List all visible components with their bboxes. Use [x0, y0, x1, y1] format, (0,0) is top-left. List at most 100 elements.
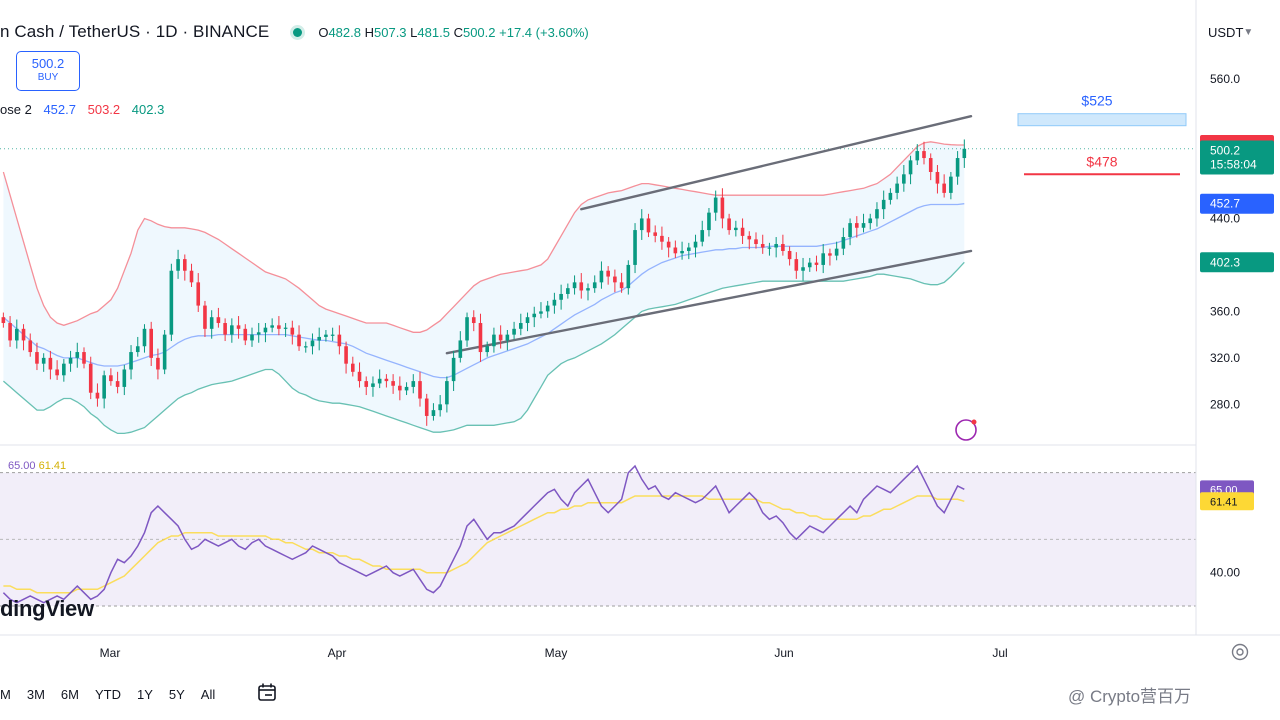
- candle-body: [149, 328, 153, 358]
- time-tick-label: Jul: [992, 646, 1007, 660]
- candle-body: [404, 386, 409, 391]
- candle-body: [451, 357, 456, 382]
- candle: [633, 223, 637, 274]
- target-label-525: $525: [1081, 93, 1112, 109]
- candle-body: [317, 336, 321, 341]
- candle-body: [902, 174, 906, 184]
- candle: [310, 333, 315, 355]
- candle-body: [881, 199, 886, 210]
- candle: [774, 237, 778, 258]
- range-3m-button[interactable]: 3M: [26, 686, 45, 702]
- date-range-bar: M 3M 6M YTD 1Y 5Y All: [0, 680, 223, 708]
- candle-body: [566, 288, 570, 294]
- calendar-range-icon[interactable]: [256, 681, 278, 703]
- rsi-legend[interactable]: 65.00 61.41: [8, 460, 66, 472]
- price-tag-label: 500.2: [1210, 144, 1240, 158]
- candle-body: [552, 299, 557, 306]
- candle: [377, 369, 382, 389]
- candle-body: [962, 148, 967, 159]
- candle: [404, 382, 409, 396]
- candle-body: [572, 282, 577, 289]
- candle: [579, 273, 584, 299]
- candle: [8, 316, 12, 347]
- buy-button[interactable]: 500.2 BUY: [16, 51, 80, 91]
- time-tick-label: May: [545, 646, 568, 660]
- candle: [176, 249, 180, 279]
- candle-body: [303, 346, 308, 348]
- candle-body: [492, 334, 496, 347]
- candle-body: [28, 340, 33, 353]
- candle-body: [828, 253, 832, 256]
- candle-body: [559, 293, 563, 300]
- candle: [270, 318, 274, 333]
- candle: [183, 254, 187, 281]
- candle: [15, 319, 19, 349]
- price-tick-label: 320.0: [1210, 351, 1240, 365]
- candle: [149, 321, 153, 366]
- bollinger-bands: [0, 141, 1196, 435]
- candle: [156, 348, 160, 380]
- candle-body: [102, 375, 106, 399]
- candle-body: [754, 239, 758, 245]
- candle-body: [895, 183, 899, 193]
- candle-body: [639, 218, 644, 231]
- candle: [203, 300, 207, 337]
- candle: [592, 275, 597, 293]
- candle-body: [431, 410, 436, 416]
- candle-body: [162, 334, 167, 370]
- candle-body: [398, 385, 402, 391]
- candle: [391, 374, 395, 394]
- range-5y-button[interactable]: 5Y: [168, 686, 185, 702]
- range-6m-button[interactable]: 6M: [60, 686, 79, 702]
- candle: [431, 403, 436, 421]
- range-ytd-button[interactable]: YTD: [94, 686, 121, 702]
- range-1y-button[interactable]: 1Y: [136, 686, 153, 702]
- candle-body: [48, 357, 53, 370]
- ohlc-values: O482.8 H507.3 L481.5 C500.2 +17.4 (+3.60…: [318, 24, 589, 40]
- candle-body: [250, 334, 254, 341]
- candle-body: [868, 218, 873, 224]
- candle-body: [297, 334, 301, 347]
- bollinger-lower-line: [2, 261, 965, 435]
- candle: [21, 324, 26, 351]
- bollinger-legend-label: ose 2: [0, 102, 32, 117]
- candle: [297, 325, 301, 351]
- candle: [142, 324, 147, 353]
- currency-label: USDT: [1208, 24, 1244, 40]
- candle: [687, 242, 691, 260]
- candle: [646, 213, 651, 238]
- candle: [693, 234, 698, 258]
- candle-body: [814, 262, 819, 265]
- candle-body: [747, 235, 752, 240]
- candle-body: [781, 244, 785, 251]
- candle: [135, 336, 140, 357]
- candle: [82, 347, 86, 369]
- candle-body: [821, 253, 825, 265]
- candle: [821, 244, 825, 274]
- time-tick-label: Mar: [100, 646, 121, 660]
- candle-body: [774, 244, 778, 248]
- currency-selector[interactable]: USDT ▼: [1198, 18, 1256, 46]
- gear-icon[interactable]: [1230, 642, 1250, 662]
- candle-body: [391, 381, 395, 386]
- price-tag-label: 452.7: [1210, 197, 1240, 211]
- candle-body: [203, 305, 207, 329]
- candle: [102, 370, 106, 409]
- rsi-tick-label: 40.00: [1210, 566, 1240, 580]
- candle: [760, 234, 765, 254]
- candle-body: [88, 363, 93, 393]
- bollinger-legend[interactable]: ose 2 452.7 503.2 402.3: [0, 102, 172, 117]
- range-1m-button[interactable]: M: [0, 686, 11, 702]
- candle-body: [55, 369, 59, 376]
- range-all-button[interactable]: All: [200, 686, 216, 702]
- candle: [606, 266, 610, 285]
- candle: [781, 234, 785, 256]
- candle-body: [760, 244, 765, 248]
- candle: [505, 329, 510, 351]
- candle-body: [109, 375, 113, 382]
- candle-body: [841, 237, 846, 249]
- candle: [814, 255, 819, 272]
- candle-body: [646, 218, 651, 233]
- symbol-title[interactable]: n Cash / TetherUS · 1D · BINANCE: [0, 22, 270, 41]
